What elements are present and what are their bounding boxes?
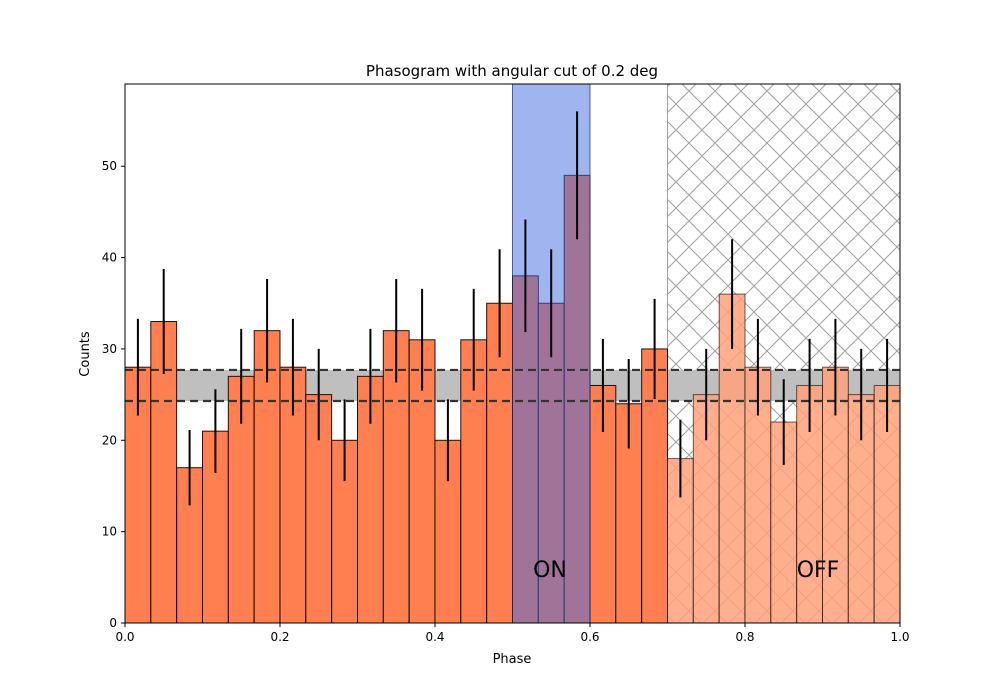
y-tick-label: 50 <box>102 159 117 173</box>
x-tick-label: 1.0 <box>890 630 909 644</box>
off-region-label: OFF <box>797 558 840 583</box>
x-tick-label: 0.8 <box>735 630 754 644</box>
y-axis-label: Counts <box>78 331 93 377</box>
y-tick-label: 30 <box>102 342 117 356</box>
x-tick-label: 0.2 <box>270 630 289 644</box>
x-tick-label: 0.6 <box>580 630 599 644</box>
x-tick-label: 0.4 <box>425 630 444 644</box>
plot-frame <box>124 83 901 624</box>
y-tick-label: 10 <box>102 525 117 539</box>
on-region-label: ON <box>533 558 567 583</box>
chart-title: Phasogram with angular cut of 0.2 deg <box>366 62 658 80</box>
y-tick-label: 0 <box>109 616 117 630</box>
y-tick-label: 40 <box>102 251 117 265</box>
y-tick-label: 20 <box>102 433 117 447</box>
x-tick-label: 0.0 <box>115 630 134 644</box>
histogram-bar <box>382 330 410 623</box>
x-axis-label: Phase <box>493 652 532 667</box>
